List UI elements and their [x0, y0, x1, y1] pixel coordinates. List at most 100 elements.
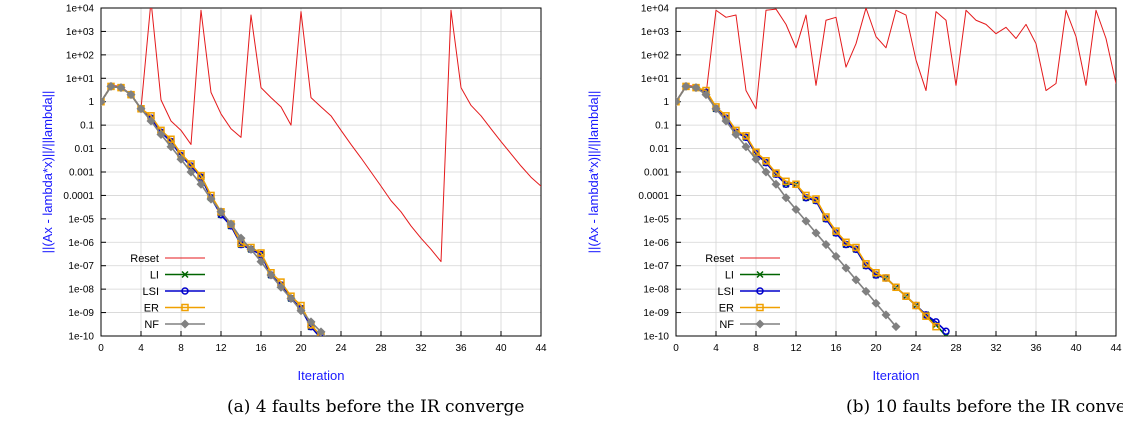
legend-label: LSI	[717, 286, 734, 298]
x-tick-label: 20	[870, 343, 882, 354]
legend-label: LI	[150, 270, 159, 282]
data-point-nf	[216, 207, 226, 217]
y-tick-label: 0.0001	[63, 191, 94, 202]
data-point-nf	[246, 244, 256, 254]
y-tick-label: 1e+01	[641, 74, 670, 85]
x-tick-label: 4	[713, 343, 719, 354]
x-tick-label: 40	[1070, 343, 1082, 354]
data-point-nf	[831, 251, 841, 261]
series-lsi	[676, 82, 950, 335]
data-point-er	[802, 191, 810, 200]
x-tick-label: 32	[990, 343, 1002, 354]
y-tick-label: 1e-10	[643, 332, 669, 343]
y-tick-label: 0.1	[655, 121, 669, 132]
legend-label: Reset	[705, 253, 734, 265]
x-tick-label: 20	[295, 343, 307, 354]
data-point-nf	[711, 104, 721, 114]
series-reset	[676, 8, 1116, 110]
y-axis-label: ||(Ax - lambda*x)||/||lambda||	[40, 91, 55, 254]
series-nf	[676, 81, 901, 332]
y-tick-label: 0.001	[644, 168, 669, 179]
x-tick-label: 32	[415, 343, 427, 354]
data-point-li	[756, 270, 764, 279]
y-tick-label: 0.01	[75, 144, 95, 155]
legend-label: NF	[719, 319, 734, 331]
legend-item-li: LI	[725, 270, 780, 282]
y-tick-label: 0.0001	[638, 191, 669, 202]
y-tick-label: 1e-09	[68, 308, 94, 319]
data-point-er	[792, 180, 800, 189]
chart-panel-a: 0 4 8 12 16 20 24 28 32 36 40 44 1e+04 1e+03 1e+02 1e+0…	[40, 4, 547, 418]
data-point-er	[181, 303, 189, 312]
data-point-er	[892, 283, 900, 292]
legend-label: ER	[144, 303, 159, 315]
data-point-er	[187, 160, 195, 168]
legend-label: LSI	[142, 286, 159, 298]
x-tick-label: 36	[1030, 343, 1042, 354]
x-tick-label: 28	[375, 343, 387, 354]
y-tick-label: 1e+03	[66, 27, 95, 38]
data-point-er	[842, 238, 850, 247]
y-tick-label: 1e+02	[66, 50, 95, 61]
data-point-nf	[106, 81, 116, 91]
x-tick-label: 4	[138, 343, 144, 354]
y-tick-label: 1e-07	[68, 261, 94, 272]
x-tick-label: 16	[255, 343, 267, 354]
data-point-nf	[306, 317, 316, 327]
data-point-nf	[791, 205, 801, 215]
legend: Reset LI LSI ER NF	[705, 253, 780, 331]
data-point-er	[257, 249, 265, 257]
y-tick-label: 1e-08	[643, 285, 669, 296]
y-tick-label: 1e-08	[68, 285, 94, 296]
data-point-er	[852, 243, 860, 252]
data-point-nf	[755, 319, 765, 329]
data-point-nf	[676, 97, 681, 107]
data-point-nf	[871, 298, 881, 308]
data-point-er	[872, 269, 880, 277]
grid	[675, 7, 1117, 337]
figure-caption: (a) 4 faults before the IR converge	[227, 397, 524, 417]
data-point-nf	[701, 90, 711, 100]
data-point-er	[862, 260, 870, 268]
data-point-er	[912, 301, 920, 310]
legend-label: LI	[725, 270, 734, 282]
series-line-reset	[676, 8, 1116, 110]
x-tick-label: 8	[753, 343, 759, 354]
data-point-nf	[176, 154, 186, 164]
data-point-nf	[841, 263, 851, 273]
x-axis-label: Iteration	[873, 368, 920, 383]
x-tick-label: 0	[673, 343, 679, 354]
data-point-nf	[821, 240, 831, 250]
legend-item-er: ER	[719, 303, 780, 315]
data-point-nf	[206, 194, 216, 204]
data-point-nf	[116, 83, 126, 93]
data-point-nf	[751, 154, 761, 164]
marker-x-stroke	[756, 270, 764, 279]
data-point-nf	[731, 129, 741, 139]
data-point-lsi	[942, 327, 950, 335]
data-point-nf	[186, 167, 196, 177]
y-tick-label: 1e+04	[66, 4, 95, 15]
data-point-nf	[851, 275, 861, 285]
legend-item-nf: NF	[144, 319, 205, 331]
x-tick-label: 16	[830, 343, 842, 354]
data-point-lsi	[181, 287, 189, 295]
y-tick-label: 1e+02	[641, 50, 670, 61]
x-tick-label: 12	[215, 343, 227, 354]
y-tick-label: 0.001	[69, 168, 94, 179]
series-line-reset	[101, 8, 541, 263]
legend-item-lsi: LSI	[717, 286, 780, 298]
data-point-er	[812, 195, 820, 203]
data-point-lsi	[756, 287, 764, 295]
data-point-er	[902, 292, 910, 300]
y-tick-label: 1e-09	[643, 308, 669, 319]
y-tick-label: 1e-07	[643, 261, 669, 272]
x-tick-label: 24	[910, 343, 922, 354]
data-point-nf	[681, 81, 691, 91]
marker-x-stroke	[181, 270, 189, 279]
data-point-nf	[781, 193, 791, 203]
legend: Reset LI LSI ER NF	[130, 253, 205, 331]
chart-panel-b: 0 4 8 12 16 20 24 28 32 36 40 44 1e+04 1e+03 1e+02 1e+0…	[586, 4, 1123, 418]
data-point-nf	[801, 216, 811, 226]
